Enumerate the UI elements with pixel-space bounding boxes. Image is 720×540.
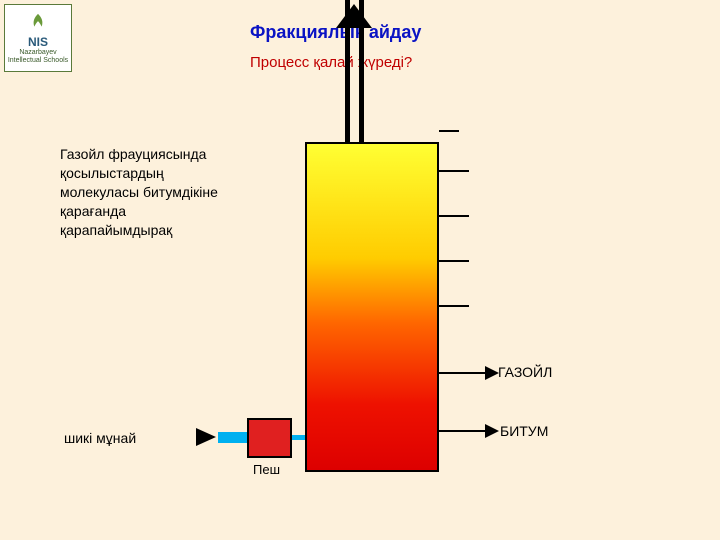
inlet-pipe — [218, 432, 247, 443]
page-subtitle: Процесс қалай жүреді? — [250, 54, 412, 71]
description-text: Газойл фрауциясында қосылыстардың молеку… — [60, 145, 240, 239]
outlet-line — [439, 130, 459, 132]
outlet-label: БИТУМ — [500, 423, 548, 439]
outlet-label: ГАЗОЙЛ — [498, 364, 552, 380]
outlet-line — [439, 170, 469, 172]
outlet-line — [439, 215, 469, 217]
logo: NIS Nazarbayev Intellectual Schools — [4, 4, 72, 72]
outlet-arrow-icon — [485, 424, 499, 438]
logo-sub: Nazarbayev Intellectual Schools — [5, 49, 71, 64]
outlet-line — [439, 260, 469, 262]
leaf-icon — [27, 12, 49, 34]
outlet-arrow-icon — [485, 366, 499, 380]
furnace — [247, 418, 292, 458]
outlet-line — [439, 372, 487, 374]
outlet-line — [439, 430, 487, 432]
outlet-line — [439, 305, 469, 307]
inlet-arrow-icon — [196, 428, 216, 446]
inlet-connector — [292, 435, 305, 440]
chimney-arrow-icon — [336, 4, 372, 28]
fractionating-column — [305, 142, 439, 472]
furnace-label: Пеш — [253, 462, 280, 477]
inlet-label: шикі мұнай — [64, 430, 136, 446]
logo-main: NIS — [28, 36, 48, 49]
